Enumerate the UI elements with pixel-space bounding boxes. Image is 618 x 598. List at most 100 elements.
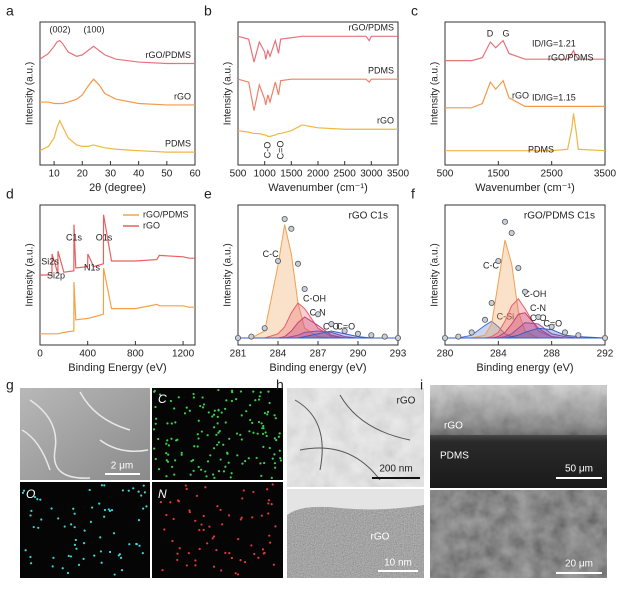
wrinkle (21, 391, 149, 479)
data-point (288, 225, 295, 232)
map-dot (194, 564, 197, 567)
data-point (341, 327, 348, 334)
map-dot (267, 499, 271, 502)
series-line (445, 113, 606, 152)
map-dot (100, 561, 103, 564)
annotation: ID/IG=1.21 (532, 38, 576, 48)
data-point (515, 264, 522, 271)
map-dot (166, 422, 169, 425)
component-area (445, 327, 606, 339)
map-dot (167, 444, 171, 447)
map-dot (273, 414, 276, 417)
map-dot (154, 422, 157, 425)
map-image (152, 388, 283, 480)
x-axis-label: Wavenumber (cm⁻¹) (475, 182, 575, 194)
map-dot (224, 407, 227, 410)
map-dot (127, 489, 130, 492)
map-dot (142, 484, 145, 487)
map-dot (242, 489, 245, 492)
map-dot (132, 487, 135, 490)
map-dot (51, 565, 54, 568)
x-tick-label: 293 (390, 349, 407, 360)
x-tick-label: 2500 (334, 169, 357, 180)
chart-title: rGO C1s (349, 211, 388, 222)
map-dot (236, 454, 239, 457)
x-tick-label: 400 (79, 349, 96, 360)
series-label: PDMS (528, 144, 554, 154)
map-dot (275, 439, 278, 442)
map-dot (212, 565, 216, 568)
map-dot (155, 417, 158, 420)
map-dot (220, 411, 223, 414)
series-label: PDMS (165, 139, 191, 149)
map-dot (37, 526, 40, 529)
series-line (237, 35, 398, 63)
map-dot (193, 445, 196, 448)
map-dot (219, 508, 222, 512)
map-dot (110, 509, 114, 512)
annotation: (002) (49, 24, 70, 34)
map-dot (252, 490, 255, 494)
image-label: rGO (397, 396, 416, 407)
annotation: N1s (84, 262, 101, 272)
map-dot (52, 556, 55, 559)
map-dot (263, 411, 267, 415)
map-dot (260, 474, 263, 477)
panel-g: g 2 μm C O N (6, 377, 283, 578)
series-label: rGO (377, 116, 394, 126)
series-line (39, 119, 195, 153)
map-dot (261, 548, 265, 551)
data-point (468, 329, 475, 336)
series-line (445, 39, 605, 62)
data-point (535, 313, 542, 320)
map-dot (196, 433, 199, 436)
data-point (394, 334, 401, 341)
map-dot (263, 551, 266, 555)
map-dot (217, 409, 220, 412)
map-dot (154, 457, 157, 461)
map-dot (271, 457, 274, 460)
map-dot (137, 518, 141, 522)
map-dot (198, 547, 201, 551)
map-dot (211, 415, 214, 418)
map-dot (224, 551, 227, 554)
map-dot (89, 520, 93, 523)
plot-frame (444, 21, 606, 166)
x-tick-label: 284 (270, 349, 287, 360)
data-point (281, 215, 288, 222)
map-dot (73, 526, 76, 529)
map-dot (69, 523, 73, 526)
map-dot (221, 523, 224, 526)
panel-h: h rGO 200 nm rGO 10 nm (276, 377, 424, 578)
map-dot (239, 433, 242, 436)
annotation: Si2s (41, 256, 59, 266)
map-dot (237, 538, 240, 541)
data-point (562, 329, 569, 336)
map-dot (224, 421, 227, 424)
map-dot (202, 514, 205, 518)
map-dot (72, 507, 75, 510)
map-dot (266, 413, 269, 416)
series-label: C-OH (523, 289, 546, 299)
x-axis-label: Wavenumber (cm⁻¹) (268, 182, 368, 194)
x-tick-label: 1500 (280, 169, 303, 180)
map-dot (98, 502, 101, 505)
map-dot (174, 421, 177, 424)
sheet-edge (294, 394, 411, 481)
map-dot (128, 543, 131, 546)
map-dot (29, 514, 32, 517)
map-dot (213, 476, 216, 479)
map-dot (216, 505, 219, 508)
charts: 10 20 30 40 50 60 a 2θ (degree) Intensity (a.u.)… (6, 3, 617, 374)
map-dot (263, 461, 266, 465)
map-dot (240, 414, 243, 417)
map-dot (180, 451, 183, 454)
map-dot (103, 515, 106, 518)
x-tick-label: 800 (127, 349, 144, 360)
map-dot (166, 439, 169, 442)
map-dot (245, 410, 248, 413)
series-line (39, 39, 195, 65)
map-dot (257, 556, 260, 559)
series-line (445, 79, 605, 109)
map-dot (192, 396, 196, 399)
